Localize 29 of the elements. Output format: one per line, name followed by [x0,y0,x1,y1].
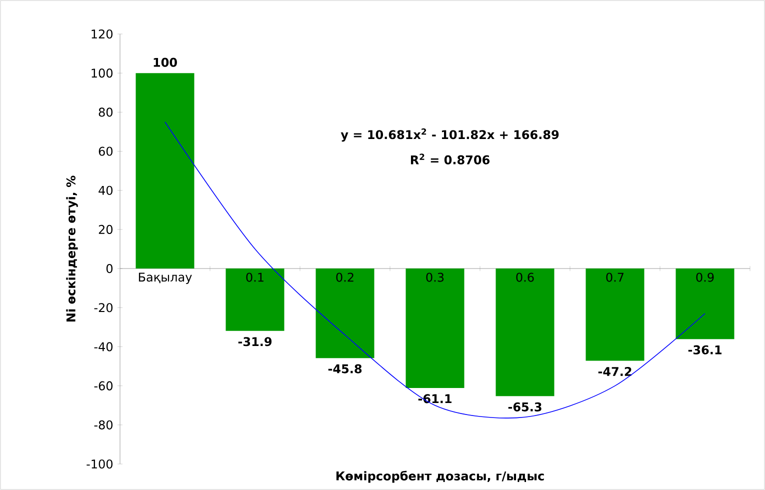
data-label: -31.9 [238,337,272,346]
y-tick-label: 40 [98,186,113,195]
y-tick-label: -80 [94,420,113,430]
data-label: -47.2 [598,367,632,376]
y-tick-label: -40 [94,342,113,352]
x-tick-label: 0.1 [246,272,264,282]
x-tick-label: 0.2 [336,272,354,282]
x-tick-label: 0.6 [516,272,534,282]
annotation: y = 10.681x$^{2}$ - 101.82x + 166.89 [340,128,559,142]
x-axis-title: Көмірсорбент дозасы, г/ыдыс [336,470,544,483]
y-tick-label: -100 [86,459,113,469]
y-axis-title: Ni өскіндерге өтуі, % [66,176,78,322]
x-tick-label: Бақылау [138,272,192,284]
y-tick-label: 120 [92,29,113,39]
y-tick-label: 0 [106,264,113,274]
y-tick-label: -60 [94,381,113,390]
data-label: -45.8 [328,364,362,374]
y-tick-label: 20 [98,224,113,234]
data-label: 100 [154,58,177,67]
y-tick-label: 60 [98,146,113,156]
x-tick-label: 0.7 [606,272,624,282]
x-tick-label: 0.3 [426,272,444,282]
x-tick-label: 0.9 [696,272,714,282]
y-tick-label: 100 [92,68,113,78]
y-tick-label: -20 [94,303,113,312]
data-label: -36.1 [688,345,722,354]
data-label: -65.3 [508,402,542,412]
y-tick-label: 80 [98,108,113,117]
annotation: R$^{2}$ = 0.8706 [410,154,490,164]
